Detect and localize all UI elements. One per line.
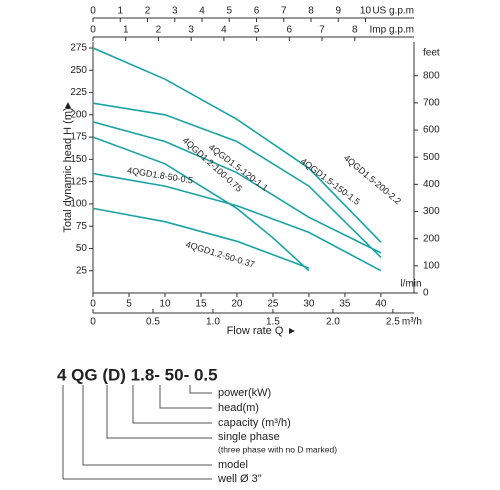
x-tick-label: 25 bbox=[267, 299, 279, 310]
y-tick-label: 175 bbox=[70, 132, 87, 143]
y-tick-label: 250 bbox=[70, 65, 87, 76]
y2-tick-label: 100 bbox=[423, 260, 440, 271]
curve bbox=[92, 136, 310, 272]
top-tick-label: 5 bbox=[226, 6, 232, 17]
top-tick-label: 5 bbox=[254, 25, 260, 36]
top-tick-label: 1 bbox=[117, 6, 123, 17]
model-code: 4 QG (D) 1.8- 50- 0.5 bbox=[57, 365, 218, 384]
x2-tick-label: 2.0 bbox=[326, 317, 340, 328]
x-tick-label: 0 bbox=[90, 299, 96, 310]
top-tick-label: 0 bbox=[90, 25, 96, 36]
top-unit: Imp g.p.m bbox=[370, 25, 414, 36]
y-tick-label: 125 bbox=[70, 176, 87, 187]
y2-tick-label: 500 bbox=[423, 152, 440, 163]
top-tick-label: 8 bbox=[352, 25, 358, 36]
curve bbox=[92, 207, 310, 269]
code-item: single phase bbox=[218, 431, 280, 443]
top-tick-label: 3 bbox=[172, 6, 178, 17]
code-item: head(m) bbox=[218, 402, 259, 414]
y2-tick-label: 800 bbox=[423, 70, 440, 81]
top-tick-label: 0 bbox=[90, 6, 96, 17]
y-tick-label: 225 bbox=[70, 87, 87, 98]
x2-tick-label: 2.5 bbox=[386, 317, 400, 328]
top-unit: US g.p.m bbox=[372, 6, 414, 17]
top-tick-label: 3 bbox=[188, 25, 194, 36]
top-tick-label: 7 bbox=[281, 6, 287, 17]
y-tick-label: 100 bbox=[70, 199, 87, 210]
curve bbox=[92, 102, 382, 258]
y-tick-label: 75 bbox=[76, 221, 88, 232]
top-tick-label: 6 bbox=[287, 25, 293, 36]
y-tick-label: 50 bbox=[76, 243, 88, 254]
y2-unit: feet bbox=[423, 48, 440, 59]
x-unit: l/min bbox=[400, 279, 421, 290]
x-tick-label: 30 bbox=[303, 299, 315, 310]
curve bbox=[92, 121, 382, 254]
code-note: (three phase with no D marked) bbox=[218, 444, 337, 454]
x2-tick-label: 0 bbox=[90, 317, 96, 328]
top-tick-label: 2 bbox=[145, 6, 151, 17]
y-tick-label: 150 bbox=[70, 154, 87, 165]
code-item: well Ø 3" bbox=[217, 473, 262, 485]
top-tick-label: 4 bbox=[221, 25, 227, 36]
y2-tick-label: 400 bbox=[423, 179, 440, 190]
x-label: Flow rate Q bbox=[227, 325, 284, 337]
code-item: power(kW) bbox=[218, 387, 271, 399]
y-tick-label: 200 bbox=[70, 109, 87, 120]
curve bbox=[92, 47, 382, 243]
top-tick-label: 4 bbox=[199, 6, 205, 17]
top-tick-label: 6 bbox=[254, 6, 260, 17]
y2-tick-label: 200 bbox=[423, 233, 440, 244]
top-tick-label: 9 bbox=[335, 6, 341, 17]
y-tick-label: 25 bbox=[76, 265, 88, 276]
x2-tick-label: 1.0 bbox=[206, 317, 220, 328]
code-item: capacity (m³/h) bbox=[218, 417, 291, 429]
x-tick-label: 15 bbox=[195, 299, 207, 310]
x-label-arrow bbox=[289, 328, 295, 334]
x2-tick-label: 0.5 bbox=[146, 317, 160, 328]
top-tick-label: 8 bbox=[308, 6, 314, 17]
y2-tick-label: 700 bbox=[423, 98, 440, 109]
x-tick-label: 40 bbox=[375, 299, 387, 310]
x2-unit: m³/h bbox=[402, 317, 422, 328]
top-tick-label: 2 bbox=[156, 25, 162, 36]
top-tick-label: 7 bbox=[319, 25, 325, 36]
y-label: Total dynamic head H (m) bbox=[62, 107, 74, 232]
y2-tick-label: 300 bbox=[423, 206, 440, 217]
x2-tick-label: 1.5 bbox=[266, 317, 280, 328]
x-tick-label: 10 bbox=[159, 299, 171, 310]
x-tick-label: 35 bbox=[339, 299, 351, 310]
top-tick-label: 1 bbox=[123, 25, 129, 36]
y-tick-label: 275 bbox=[70, 43, 87, 54]
curve bbox=[92, 172, 382, 272]
y2-tick-label: 600 bbox=[423, 125, 440, 136]
y2-tick-label: 0 bbox=[423, 288, 429, 299]
top-tick-label: 10 bbox=[360, 6, 372, 17]
code-brackets bbox=[62, 385, 212, 480]
curve-label: 4QGD1.8-50-0.5 bbox=[126, 165, 193, 185]
code-item: model bbox=[218, 459, 248, 471]
x-tick-label: 5 bbox=[126, 299, 132, 310]
x-tick-label: 20 bbox=[231, 299, 243, 310]
y-label-arrow bbox=[65, 102, 71, 108]
